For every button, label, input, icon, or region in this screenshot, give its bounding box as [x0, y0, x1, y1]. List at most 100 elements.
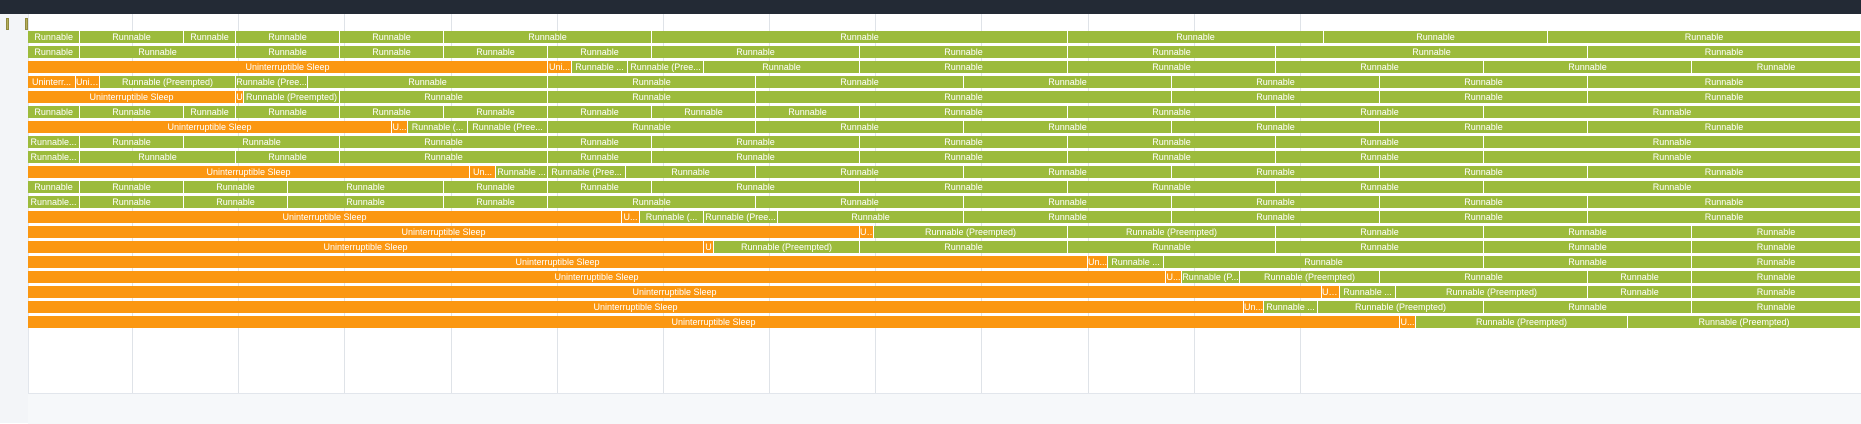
thread-state-slice-sleep[interactable]: Uninterruptible Sleep [28, 91, 236, 103]
thread-state-slice-runnable[interactable]: Runnable [756, 106, 860, 118]
thread-state-slice-runnable[interactable]: Runnable... [28, 151, 80, 163]
thread-state-slice-runnable[interactable]: Runnable [184, 106, 236, 118]
thread-state-slice-runnable[interactable]: Runnable [1380, 91, 1588, 103]
thread-state-slice-runnable[interactable]: Runnable [1484, 106, 1861, 118]
thread-state-slice-sleep[interactable]: Uni... [548, 61, 572, 73]
thread-state-slice-runnable[interactable]: Runnable [1068, 181, 1276, 193]
thread-state-slice-runnable[interactable]: Runnable [236, 151, 340, 163]
thread-state-slice-runnable[interactable]: Runnable [80, 136, 184, 148]
thread-state-slice-runnable[interactable]: Runnable [236, 106, 340, 118]
thread-state-slice-preempted[interactable]: Runnable (Pree... [704, 211, 778, 223]
thread-state-slice-runnable[interactable]: Runnable [1276, 181, 1484, 193]
thread-state-slice-runnable[interactable]: Runnable [1484, 136, 1861, 148]
thread-state-slice-preempted[interactable]: Runnable (Pree... [468, 121, 548, 133]
thread-state-slice-runnable[interactable]: Runnable ... [1264, 301, 1318, 313]
thread-state-slice-runnable[interactable]: Runnable [1588, 76, 1861, 88]
thread-state-slice-runnable[interactable]: Runnable [1068, 151, 1276, 163]
thread-state-slice-sleep[interactable]: U [704, 241, 714, 253]
thread-state-slice-runnable[interactable]: Runnable [340, 136, 548, 148]
thread-state-slice-runnable[interactable]: Runnable [28, 106, 80, 118]
thread-state-slice-runnable[interactable]: Runnable [1164, 256, 1484, 268]
thread-state-slice-preempted[interactable]: Runnable (Preempted) [714, 241, 860, 253]
thread-state-slice-runnable[interactable]: Runnable [1380, 196, 1588, 208]
thread-state-slice-runnable[interactable]: Runnable [1692, 241, 1861, 253]
thread-state-slice-runnable[interactable]: Runnable [1692, 286, 1861, 298]
thread-state-slice-runnable[interactable]: Runnable [1068, 31, 1324, 43]
bookmark-marker-flag-icon[interactable] [6, 18, 9, 30]
thread-state-slice-runnable[interactable]: Runnable [184, 196, 288, 208]
thread-state-slice-runnable[interactable]: Runnable [1172, 76, 1380, 88]
thread-state-slice-runnable[interactable]: Runnable ... [496, 166, 548, 178]
thread-state-slice-preempted[interactable]: Runnable (Preempted) [244, 91, 340, 103]
thread-state-slice-runnable[interactable]: Runnable [28, 181, 80, 193]
thread-state-slice-runnable[interactable]: Runnable [80, 106, 184, 118]
thread-state-slice-sleep[interactable]: Uninterruptible Sleep [28, 301, 1244, 313]
thread-state-slice-runnable[interactable]: Runnable [1588, 271, 1692, 283]
thread-state-slice-runnable[interactable]: Runnable [444, 106, 548, 118]
thread-state-slice-runnable[interactable]: Runnable [1276, 226, 1484, 238]
thread-state-slice-sleep[interactable]: Uninterruptible Sleep [28, 271, 1166, 283]
thread-state-slice-runnable[interactable]: Runnable [964, 211, 1172, 223]
thread-state-slice-runnable[interactable]: Runnable [1588, 286, 1692, 298]
thread-state-slice-sleep[interactable]: U... [860, 226, 874, 238]
thread-state-slice-runnable[interactable]: Runnable [778, 211, 964, 223]
thread-state-slice-runnable[interactable]: Runnable [756, 76, 964, 88]
thread-state-slice-sleep[interactable]: Uninterr... [28, 76, 76, 88]
thread-state-slice-runnable[interactable]: Runnable [28, 31, 80, 43]
thread-state-slice-runnable[interactable]: Runnable (P... [1182, 271, 1240, 283]
thread-state-slice-sleep[interactable]: Uninterruptible Sleep [28, 241, 704, 253]
thread-state-slice-preempted[interactable]: Runnable (Preempted) [1068, 226, 1276, 238]
thread-state-slice-runnable[interactable]: Runnable [1692, 271, 1861, 283]
thread-state-slice-runnable[interactable]: Runnable [756, 121, 964, 133]
thread-state-slice-runnable[interactable]: Runnable [1276, 61, 1484, 73]
thread-state-slice-runnable[interactable]: Runnable ... [572, 61, 628, 73]
thread-state-slice-runnable[interactable]: Runnable [80, 196, 184, 208]
thread-state-slice-runnable[interactable]: Runnable [1068, 136, 1276, 148]
thread-state-slice-runnable[interactable]: Runnable [1068, 241, 1276, 253]
thread-state-slice-runnable[interactable]: Runnable [1588, 166, 1861, 178]
thread-state-slice-runnable[interactable]: Runnable [80, 151, 236, 163]
thread-state-slice-runnable[interactable]: Runnable [1276, 241, 1484, 253]
thread-state-slice-runnable[interactable]: Runnable [548, 46, 652, 58]
thread-state-slice-runnable[interactable]: Runnable ... [1340, 286, 1396, 298]
thread-state-slice-runnable[interactable]: Runnable [1692, 226, 1861, 238]
thread-state-slice-runnable[interactable]: Runnable [860, 181, 1068, 193]
thread-state-slice-runnable[interactable]: Runnable [652, 31, 1068, 43]
thread-state-slice-sleep[interactable]: Unin... [76, 76, 100, 88]
thread-state-slice-runnable[interactable]: Runnable [1588, 121, 1861, 133]
thread-state-slice-runnable[interactable]: Runnable [548, 136, 652, 148]
thread-state-slice-runnable[interactable]: Runnable [860, 46, 1068, 58]
thread-state-slice-runnable[interactable]: Runnable [340, 46, 444, 58]
thread-state-slice-runnable[interactable]: Runnable [548, 121, 756, 133]
thread-state-slice-runnable[interactable]: Runnable [80, 181, 184, 193]
thread-state-slice-runnable[interactable]: Runnable [1484, 61, 1692, 73]
thread-state-slice-runnable[interactable]: Runnable [184, 31, 236, 43]
thread-state-slice-runnable[interactable]: Runnable [1172, 121, 1380, 133]
thread-state-slice-runnable[interactable]: Runnable [340, 151, 548, 163]
thread-state-slice-runnable[interactable]: Runnable [1068, 46, 1276, 58]
thread-state-slice-runnable[interactable]: Runnable [860, 61, 1068, 73]
thread-state-slice-runnable[interactable]: Runnable... [28, 196, 80, 208]
thread-state-slice-runnable[interactable]: Runnable [548, 196, 756, 208]
thread-state-slice-runnable[interactable]: Runnable [652, 181, 860, 193]
thread-state-slice-sleep[interactable]: U... [1400, 316, 1416, 328]
thread-state-slice-runnable[interactable]: Runnable [964, 196, 1172, 208]
thread-state-slice-preempted[interactable]: Runnable (Preempted) [1318, 301, 1484, 313]
thread-state-slice-runnable[interactable]: Runnable [548, 91, 756, 103]
thread-state-slice-runnable[interactable]: Runnable [444, 196, 548, 208]
thread-state-slice-runnable[interactable]: Runnable... [28, 136, 80, 148]
thread-state-slice-sleep[interactable]: Un... [1322, 286, 1340, 298]
thread-state-slice-runnable[interactable]: Runnable [1172, 196, 1380, 208]
thread-state-slice-sleep[interactable]: U... [1166, 271, 1182, 283]
thread-state-slice-runnable[interactable]: Runnable [80, 46, 236, 58]
thread-state-slice-preempted[interactable]: Runnable (Preempted) [1240, 271, 1380, 283]
thread-state-slice-preempted[interactable]: Runnable (Preempted) [1416, 316, 1628, 328]
thread-state-slice-runnable[interactable]: Runnable [1588, 91, 1861, 103]
thread-state-slice-runnable[interactable]: Runnable [236, 31, 340, 43]
thread-state-slice-runnable[interactable]: Runnable [756, 166, 964, 178]
thread-state-slice-runnable[interactable]: Runnable [1324, 31, 1548, 43]
thread-state-slice-runnable[interactable]: Runnable [860, 241, 1068, 253]
thread-state-slice-preempted[interactable]: Runnable (Pree... [236, 76, 308, 88]
thread-state-slice-runnable[interactable]: Runnable [652, 151, 860, 163]
thread-state-slice-runnable[interactable]: Runnable [1548, 31, 1861, 43]
